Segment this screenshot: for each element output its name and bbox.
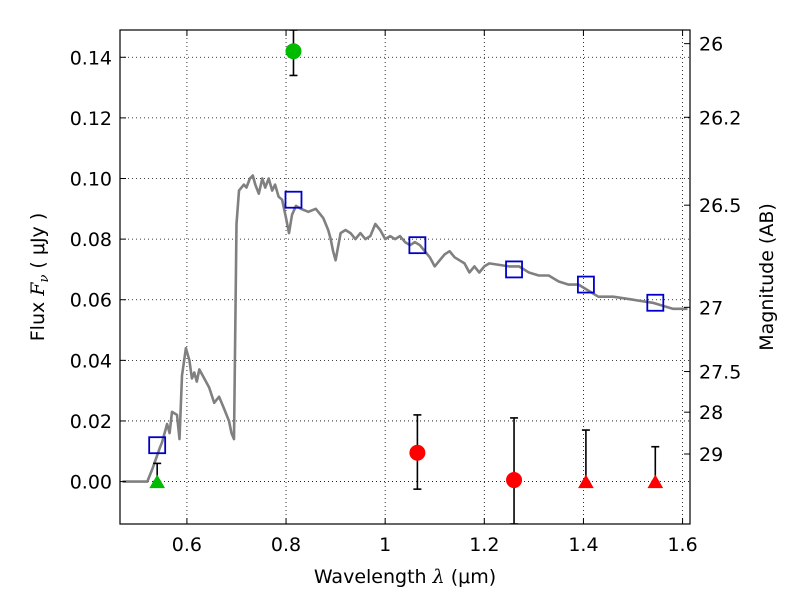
y2-axis-title: Magnitude (AB)	[756, 203, 778, 351]
y2-tick-label: 26.2	[699, 107, 741, 129]
x-tick-label: 1.6	[667, 534, 697, 556]
x-tick-label: 0.8	[271, 534, 301, 556]
y-axis-title: Flux Fν ( μJy )	[27, 213, 52, 342]
y2-tick-label: 27	[699, 297, 723, 319]
y2-tick-label: 29	[699, 444, 723, 466]
model-band-square	[646, 293, 665, 312]
upper-limit-marker	[149, 474, 166, 489]
y-tick-label: 0.04	[70, 350, 112, 372]
data-point	[409, 444, 426, 461]
x-tick-label: 0.6	[172, 534, 202, 556]
model-band-square	[577, 275, 595, 294]
x-tick-label: 1	[379, 534, 391, 556]
y-tick-label: 0.12	[70, 108, 112, 130]
ticks	[120, 30, 690, 524]
y-tick-label: 0.10	[70, 169, 112, 191]
y-tick-label: 0.02	[70, 411, 112, 433]
y-tick-label: 0.08	[70, 229, 112, 251]
model-band-square	[505, 260, 523, 279]
data-point	[506, 472, 523, 489]
plot-frame	[119, 29, 691, 525]
grid	[120, 30, 690, 524]
x-tick-label: 1.4	[568, 534, 598, 556]
x-tick-label: 1.2	[469, 534, 499, 556]
y-tick-label: 0.00	[70, 472, 112, 494]
y2-tick-label: 26	[699, 34, 723, 56]
x-axis-title: Wavelength λ (μm)	[314, 566, 496, 588]
y2-tick-label: 27.5	[699, 362, 741, 384]
plot-content	[122, 30, 688, 524]
model-band-square	[284, 190, 303, 209]
model-sed-line	[122, 174, 688, 483]
model-band-square	[408, 236, 427, 255]
y-tick-label: 0.06	[70, 290, 112, 312]
y-tick-label: 0.14	[70, 47, 112, 69]
upper-limit-marker	[578, 474, 594, 489]
upper-limit-marker	[647, 474, 664, 489]
data-point	[285, 43, 302, 60]
y2-tick-label: 28	[699, 402, 723, 424]
y2-tick-label: 26.5	[699, 195, 741, 217]
model-band-square	[148, 436, 167, 455]
